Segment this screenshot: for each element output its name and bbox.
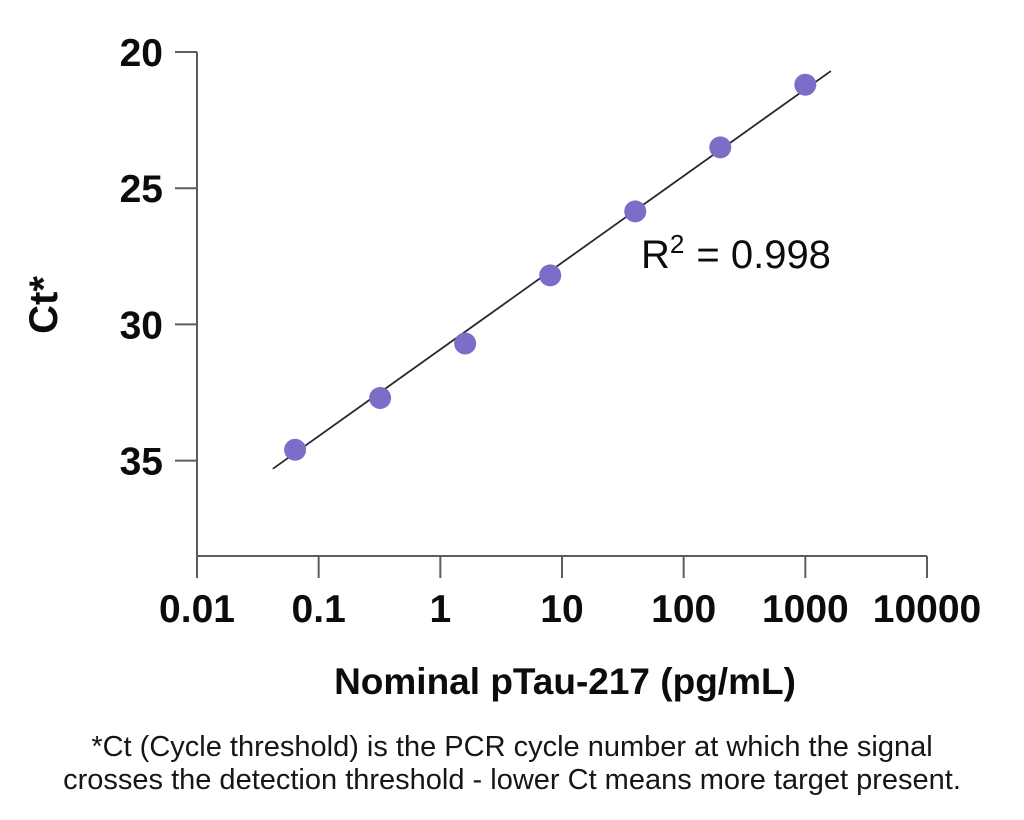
axis-spine	[196, 52, 927, 557]
data-point	[794, 73, 817, 96]
y-tick-label: 30	[120, 304, 163, 347]
data-point	[624, 200, 647, 223]
x-tick-label: 0.01	[159, 588, 235, 631]
data-point	[709, 136, 732, 159]
data-point	[284, 438, 307, 461]
y-axis-label: Ct*	[22, 276, 66, 334]
data-point	[454, 332, 477, 355]
tick-labels: 20 25 30 35 0.01 0.1 1 10 100 1000 10000	[120, 32, 982, 631]
r-squared-superscript: 2	[670, 229, 684, 259]
r-squared-annotation: R2 = 0.998	[641, 229, 831, 277]
standard-curve-chart: 20 25 30 35 0.01 0.1 1 10 100 1000 10000 Ct* Nomin…	[22, 32, 982, 702]
footnote: *Ct (Cycle threshold) is the PCR cycle n…	[0, 731, 1024, 797]
data-point	[369, 386, 392, 409]
x-axis-label: Nominal pTau-217 (pg/mL)	[334, 661, 796, 702]
x-tick-label: 0.1	[292, 588, 346, 631]
r-squared-base: R	[641, 233, 670, 277]
data-points-layer	[284, 73, 817, 461]
footnote-line1: *Ct (Cycle threshold) is the PCR cycle n…	[91, 731, 933, 763]
x-tick-label: 10000	[873, 588, 981, 631]
data-point	[539, 264, 562, 287]
footnote-line2: crosses the detection threshold - lower …	[63, 764, 961, 796]
axes	[196, 52, 927, 557]
r-squared-value: = 0.998	[696, 233, 831, 277]
y-tick-label: 25	[120, 168, 163, 211]
x-tick-label: 1000	[762, 588, 849, 631]
y-tick-label: 20	[120, 32, 163, 75]
tick-marks	[175, 51, 928, 578]
x-tick-label: 1	[429, 588, 451, 631]
y-tick-label: 35	[120, 441, 163, 484]
x-tick-label: 100	[651, 588, 716, 631]
x-tick-label: 10	[540, 588, 583, 631]
